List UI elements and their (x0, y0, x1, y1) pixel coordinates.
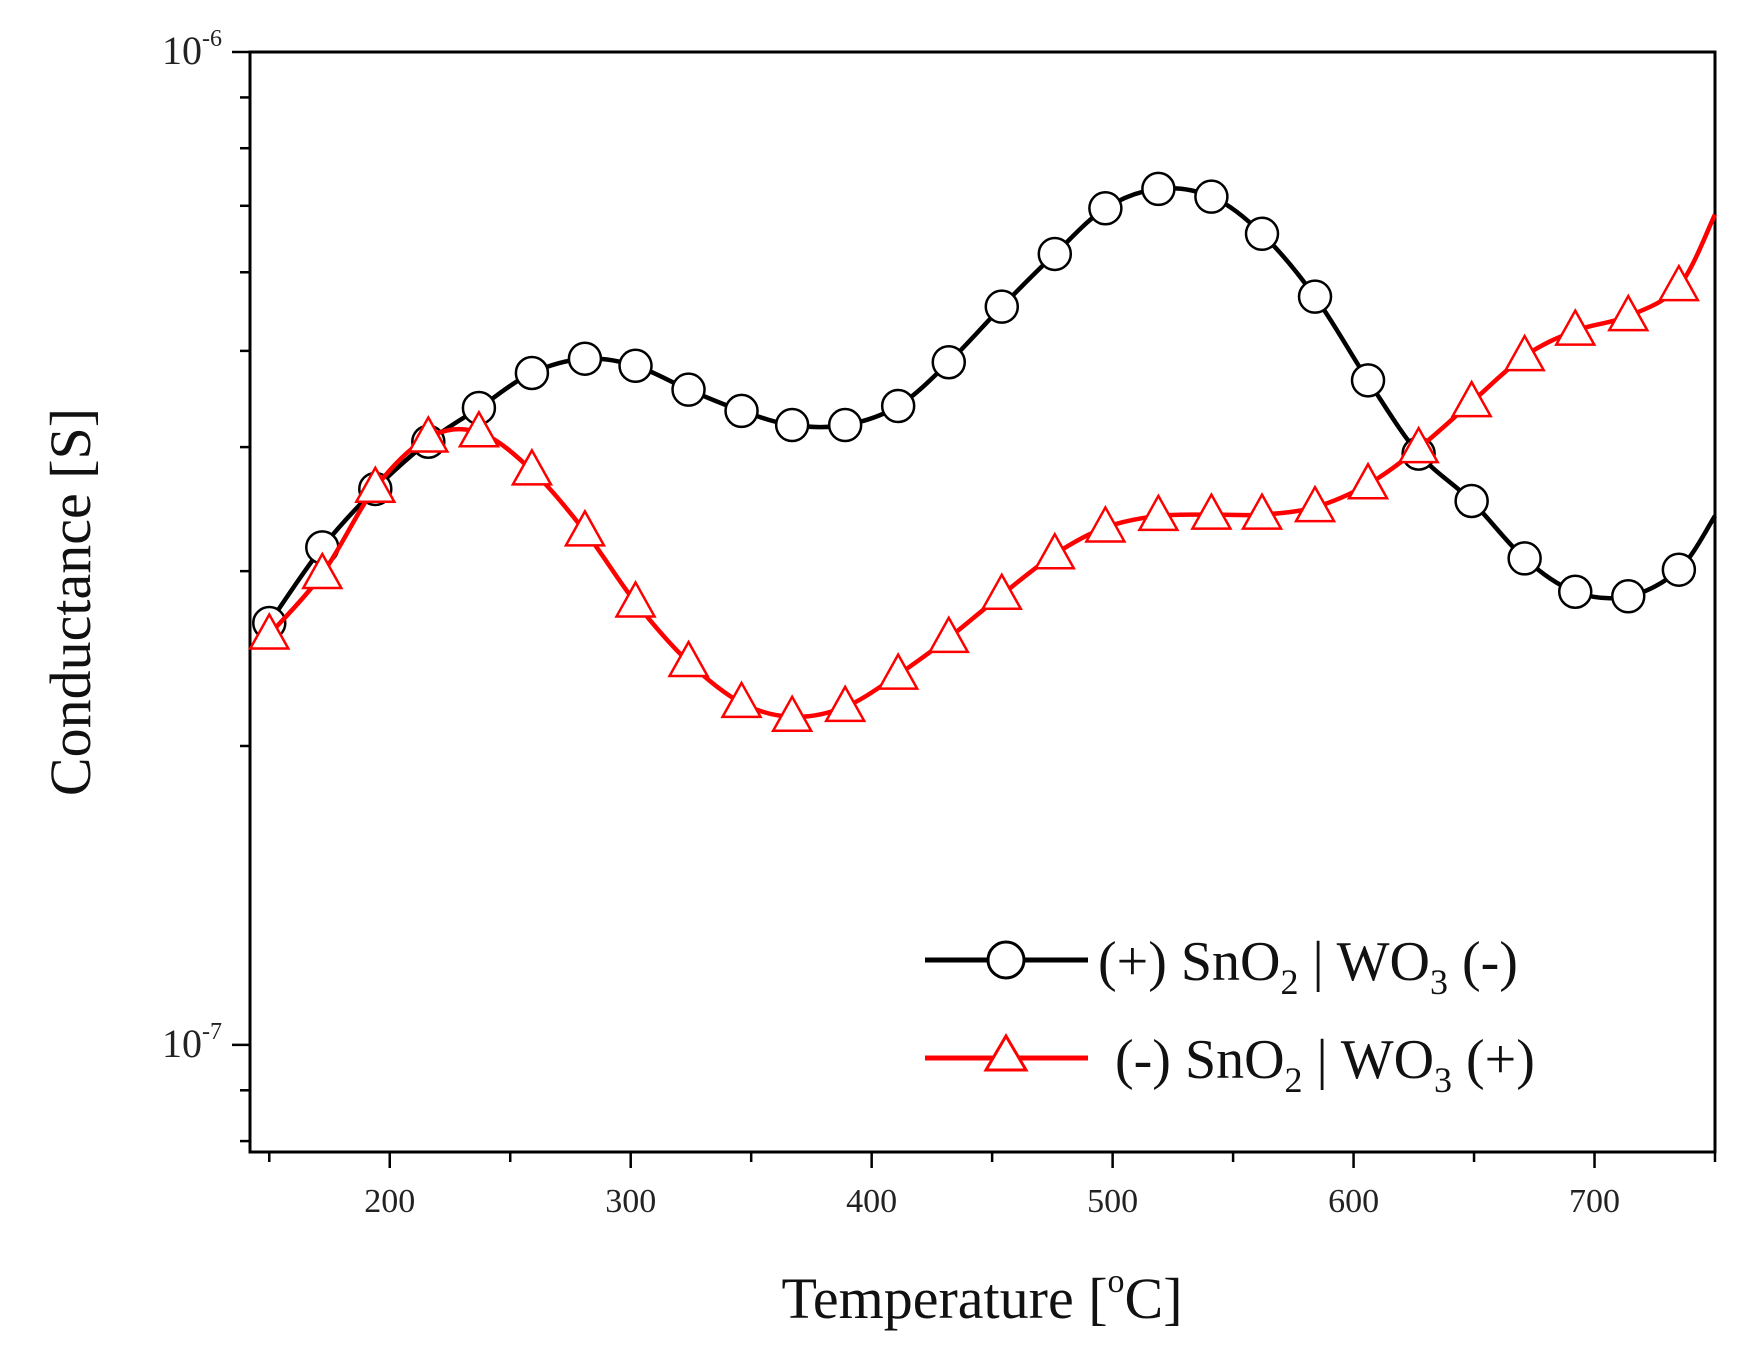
series-line-red-triangles (267, 213, 1718, 720)
data-point-triangle (877, 652, 920, 690)
x-tick-label: 600 (1328, 1183, 1379, 1220)
x-axis-title-degree: o (1108, 1263, 1125, 1300)
data-point-circle (1350, 363, 1386, 398)
data-point-circle (724, 393, 759, 429)
x-tick-label: 300 (605, 1183, 656, 1220)
data-point-circle (1088, 191, 1123, 226)
data-point-triangle (1033, 531, 1076, 570)
data-point-circle (1507, 541, 1542, 576)
legend-marker-triangle (983, 1033, 1029, 1072)
data-point-circle (671, 372, 706, 407)
data-point-triangle (354, 465, 397, 504)
data-point-circle (984, 289, 1020, 324)
data-point-triangle (1657, 263, 1700, 302)
legend-marker-circle (986, 940, 1026, 980)
x-axis-title: Temperature [oC] (781, 1263, 1182, 1331)
x-tick-label: 200 (364, 1183, 415, 1220)
data-point-triangle (1240, 492, 1284, 530)
legend-label-black: (+) SnO2 | WO3 (-) (1098, 931, 1518, 1002)
plot-area-frame (248, 50, 1717, 1154)
x-tick-label: 400 (846, 1183, 897, 1220)
x-tick-label: 700 (1569, 1183, 1620, 1220)
data-point-triangle (614, 579, 657, 618)
data-point-triangle (407, 414, 450, 453)
data-point-circle (514, 355, 550, 391)
data-point-circle (1244, 216, 1280, 252)
data-point-circle (1141, 171, 1176, 207)
data-point-circle (618, 348, 653, 384)
data-point-triangle (720, 680, 763, 719)
data-point-triangle (1397, 425, 1440, 464)
y-axis-ticks: 10-6 10-7 (162, 26, 250, 1143)
y-tick-label: 10-7 (162, 1019, 222, 1066)
data-point-triangle (1137, 493, 1180, 532)
data-point-triangle (457, 409, 501, 448)
data-point-circle (774, 407, 810, 443)
data-point-circle (880, 388, 916, 424)
series-black-circles (252, 171, 1717, 641)
series-layer (248, 171, 1718, 733)
data-point-circle (1454, 483, 1489, 519)
data-point-triangle (927, 615, 970, 654)
data-point-triangle (771, 694, 814, 733)
data-point-circle (1611, 579, 1646, 614)
data-point-triangle (1293, 484, 1337, 523)
data-point-circle (1661, 552, 1697, 587)
data-point-triangle (1554, 308, 1597, 346)
data-point-triangle (824, 684, 867, 723)
data-point-circle (931, 344, 967, 380)
y-axis-title: Conductance [S] (38, 408, 103, 796)
data-point-triangle (1084, 504, 1127, 543)
y-tick-label: 10-6 (162, 26, 222, 73)
data-point-triangle (1503, 333, 1546, 372)
data-point-circle (567, 341, 603, 376)
data-point-triangle (510, 447, 554, 486)
data-point-triangle (301, 551, 344, 590)
data-point-circle (1297, 279, 1333, 314)
series-red-triangles (248, 213, 1718, 733)
data-point-triangle (1450, 379, 1493, 418)
data-point-circle (827, 407, 863, 443)
data-point-triangle (248, 611, 291, 650)
data-point-triangle (980, 572, 1023, 611)
x-axis-ticks: 200 300 400 500 600 700 (268, 1152, 1717, 1220)
data-point-triangle (563, 508, 607, 547)
legend: (+) SnO2 | WO3 (-) (-) SnO2 | WO3 (+) (925, 931, 1535, 1100)
x-tick-label: 500 (1087, 1183, 1138, 1220)
data-point-circle (1037, 236, 1073, 272)
data-point-triangle (667, 639, 710, 678)
data-point-triangle (1346, 461, 1390, 500)
data-point-circle (1194, 179, 1229, 214)
legend-label-red: (-) SnO2 | WO3 (+) (1115, 1029, 1535, 1100)
data-point-triangle (1607, 293, 1650, 332)
data-point-circle (1557, 574, 1593, 610)
data-point-triangle (1190, 492, 1233, 530)
